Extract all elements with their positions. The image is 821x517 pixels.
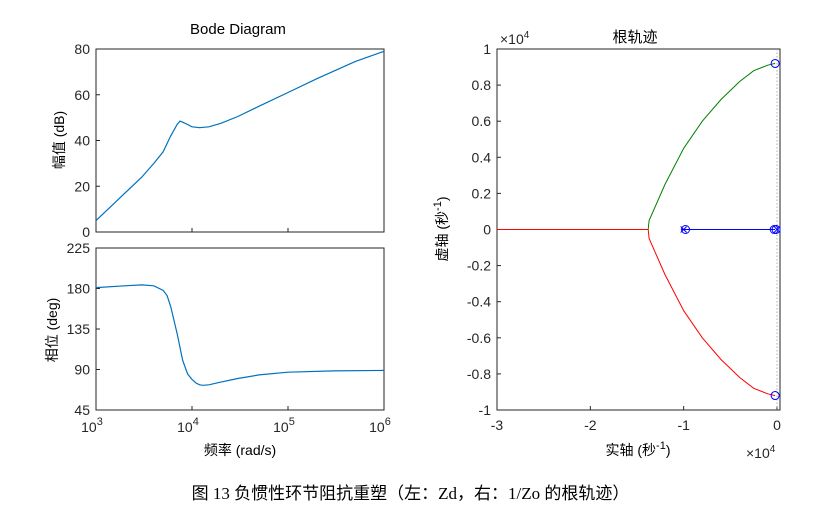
phase-ylabel: 相位 (deg) (44, 298, 60, 363)
rl-y-tick-label: 1 (483, 41, 491, 57)
figure-caption: 图 13 负惯性环节阻抗重塑（左：Zd，右：1/Zo 的根轨迹） (191, 484, 630, 503)
phase-tick-label: 225 (67, 240, 91, 256)
pole-marker (773, 226, 781, 233)
y-multiplier: ×104 (500, 30, 530, 47)
rl-y-tick-label: -1 (479, 402, 492, 418)
rl-y-tick-label: 0.8 (472, 77, 492, 93)
magnitude-tick-label: 80 (74, 41, 90, 57)
zero-marker (770, 58, 780, 68)
pole-marker-stroke (773, 226, 781, 233)
bode-xlabel: 频率 (rad/s) (204, 442, 276, 458)
root-locus-markers (680, 58, 781, 401)
phase-tick-label: 135 (67, 321, 91, 337)
rl-x-tick-label: 0 (773, 417, 781, 433)
rl-y-tick-label: 0.2 (472, 185, 492, 201)
phase-tick-label: 45 (74, 402, 90, 418)
root-locus-ylabel: 虚轴 (秒-1) (432, 196, 450, 261)
pole-marker-stroke (680, 226, 688, 233)
bode-magnitude-panel: Bode Diagram 0 20 40 60 80 幅值 (dB) (51, 21, 385, 240)
root-locus-panel: 根轨迹 -1 -0.8 -0.6 -0.4 -0.2 0 0.2 0.4 0.6 0.8 1 -3 -2… (432, 29, 781, 461)
phase-tick-label: 180 (67, 281, 91, 297)
rl-y-tick-label: 0.4 (472, 149, 492, 165)
bode-x-tick-label: 106 (369, 416, 391, 435)
rl-x-tick-label: -2 (584, 417, 597, 433)
root-locus-branch-green (647, 62, 776, 230)
zero-marker (770, 391, 780, 401)
bode-x-tick-label: 105 (273, 416, 295, 435)
magnitude-tick-label: 20 (74, 178, 90, 194)
root-locus-ticks: -1 -0.8 -0.6 -0.4 -0.2 0 0.2 0.4 0.6 0.8 1 -3 -2 -1 0 (467, 41, 781, 433)
rl-y-tick-label: -0.6 (467, 330, 491, 346)
rl-x-tick-label: -1 (677, 417, 690, 433)
rl-y-tick-label: 0 (483, 222, 491, 238)
rl-x-tick-label: -3 (491, 417, 504, 433)
magnitude-axes-box (95, 48, 385, 233)
magnitude-curve (95, 50, 385, 222)
x-multiplier: ×104 (746, 444, 776, 461)
magnitude-tick-label: 40 (74, 133, 90, 149)
root-locus-title: 根轨迹 (612, 29, 657, 46)
magnitude-ticks: 0 20 40 60 80 (74, 41, 100, 240)
phase-tick-label: 90 (74, 362, 90, 378)
magnitude-tick-label: 60 (74, 87, 90, 103)
root-locus-xlabel: 实轴 (秒-1) (605, 440, 670, 458)
magnitude-ylabel: 幅值 (dB) (51, 111, 67, 169)
zero-marker (771, 225, 781, 234)
bode-phase-panel: 45 90 135 180 225 相位 (deg) 103 104 105 106 频率 (… (44, 228, 391, 458)
bode-x-tick-labels: 103 104 105 106 (81, 228, 391, 435)
pole-marker (680, 226, 688, 233)
rl-y-tick-label: 0.6 (472, 113, 492, 129)
rl-y-tick-label: -0.8 (467, 366, 491, 382)
root-locus-branch-red (647, 229, 776, 397)
phase-axes-box (95, 247, 385, 411)
phase-curve (95, 284, 385, 386)
phase-ticks: 45 90 135 180 225 (67, 240, 100, 418)
rl-y-tick-label: -0.4 (467, 294, 491, 310)
magnitude-tick-label: 0 (82, 224, 90, 240)
zero-marker (681, 225, 691, 234)
bode-x-tick-label: 103 (81, 416, 103, 435)
rl-y-tick-label: -0.2 (467, 258, 491, 274)
bode-title: Bode Diagram (190, 21, 286, 38)
bode-x-tick-label: 104 (177, 416, 199, 435)
root-locus-branches (497, 62, 776, 397)
